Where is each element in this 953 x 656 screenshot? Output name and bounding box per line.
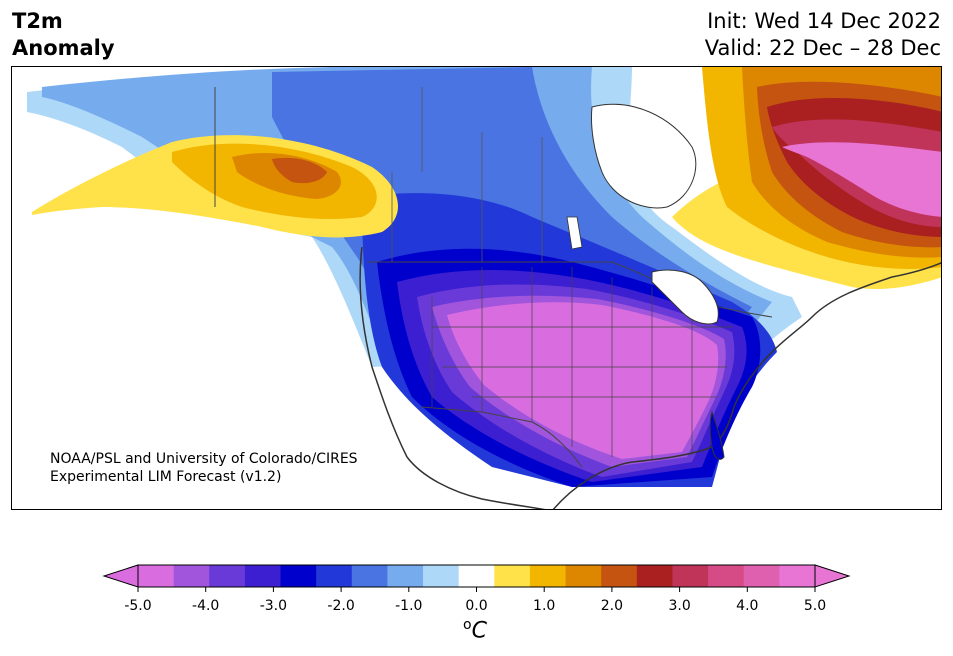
- anomaly-core-magenta: [447, 302, 719, 459]
- colorbar-tick-label: -3.0: [259, 598, 288, 614]
- anomaly-warm-east-7: [782, 142, 941, 217]
- great-lakes: [651, 269, 719, 325]
- colorbar-under-arrow: [102, 564, 139, 588]
- colorbar-unit: oC: [463, 617, 487, 643]
- us-mexico-border: [421, 406, 583, 468]
- init-date: Init: Wed 14 Dec 2022: [707, 9, 941, 33]
- colorbar-tick-label: 3.0: [668, 598, 691, 614]
- colorbar-segment: [423, 565, 460, 587]
- anomaly-map: [27, 67, 941, 509]
- colorbar-segment: [387, 565, 424, 587]
- colorbar-tick-label: -5.0: [124, 598, 152, 614]
- hudson-bay: [591, 103, 697, 209]
- colorbar-segment: [173, 565, 210, 587]
- colorbar-segment: [458, 565, 495, 587]
- colorbar-segment: [351, 565, 388, 587]
- lake-winnipeg: [566, 216, 583, 250]
- colorbar-tick-label: -2.0: [327, 598, 355, 614]
- colorbar-segment: [601, 565, 638, 587]
- colorbar: [102, 564, 851, 592]
- valid-range: Valid: 22 Dec – 28 Dec: [704, 36, 941, 60]
- colorbar-segment: [708, 565, 745, 587]
- colorbar-segment: [316, 565, 353, 587]
- degree-symbol: o: [463, 617, 472, 633]
- colorbar-segment: [138, 565, 175, 587]
- colorbar-tick-label: -4.0: [192, 598, 220, 614]
- colorbar-segment: [565, 565, 602, 587]
- colorbar-segment: [244, 565, 282, 587]
- colorbar-segment: [779, 565, 816, 587]
- coastline-northeast: [771, 262, 941, 353]
- florida: [709, 410, 725, 460]
- variable-subtitle: Anomaly: [12, 36, 115, 60]
- colorbar-tick-label: 4.0: [736, 598, 759, 614]
- coastline-gulf: [552, 351, 773, 509]
- anomaly-warm-alaska-4: [272, 157, 327, 184]
- chart-title: T2m Anomaly: [12, 8, 115, 62]
- colorbar-segment: [672, 565, 709, 587]
- variable-name: T2m: [12, 9, 63, 33]
- colorbar-tick-label: -1.0: [395, 598, 423, 614]
- state-borders: [431, 267, 732, 459]
- colorbar-tick-label: 5.0: [803, 598, 827, 614]
- forecast-dates: Init: Wed 14 Dec 2022 Valid: 22 Dec – 28…: [705, 8, 941, 62]
- credit-line-1: NOAA/PSL and University of Colorado/CIRE…: [50, 451, 358, 467]
- colorbar-segment: [636, 565, 673, 587]
- colorbar-tick-label: 2.0: [600, 598, 624, 614]
- colorbar-over-arrow: [814, 564, 851, 588]
- colorbar-segment: [280, 565, 317, 587]
- colorbar-segment: [494, 565, 531, 587]
- map-credit: NOAA/PSL and University of Colorado/CIRE…: [50, 450, 358, 486]
- credit-line-2: Experimental LIM Forecast (v1.2): [50, 469, 282, 485]
- map-panel: NOAA/PSL and University of Colorado/CIRE…: [11, 66, 942, 510]
- coastline-west: [359, 246, 546, 509]
- colorbar-segment: [743, 565, 780, 587]
- colorbar-tick-label: 0.0: [465, 598, 488, 614]
- colorbar-segment: [209, 565, 246, 587]
- colorbar-segment: [529, 565, 567, 587]
- province-borders: [391, 87, 543, 262]
- colorbar-tick-label: 1.0: [533, 598, 556, 614]
- unit-letter: C: [471, 618, 487, 644]
